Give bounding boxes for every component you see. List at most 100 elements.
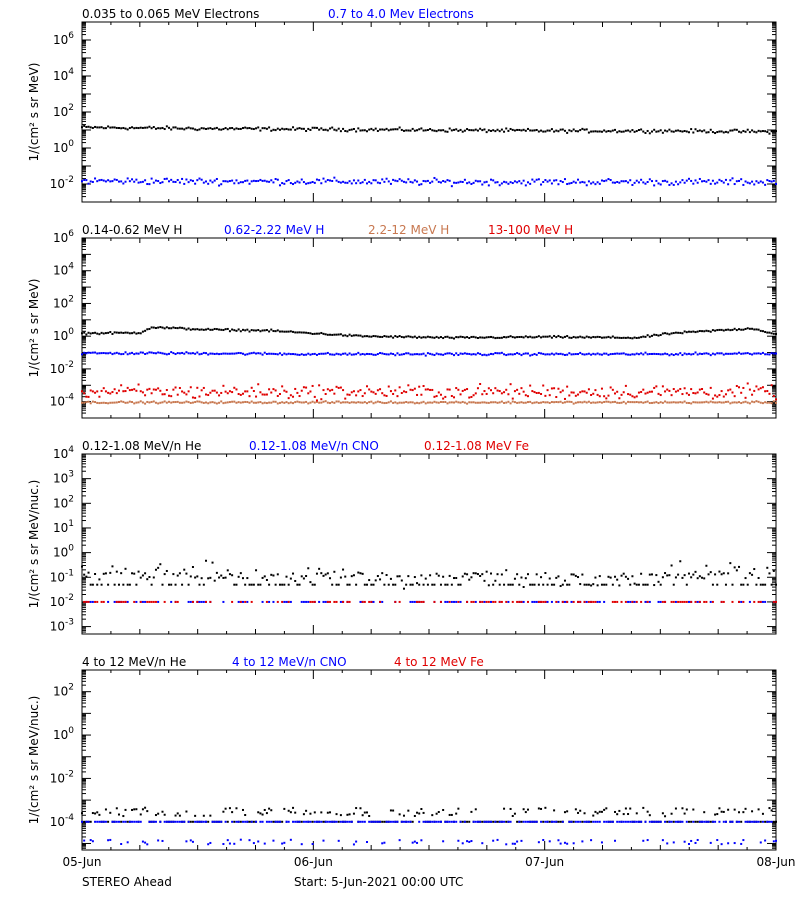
data-point — [616, 578, 619, 581]
data-point — [387, 353, 390, 356]
data-point — [81, 126, 83, 129]
data-point — [213, 179, 216, 182]
data-point — [170, 351, 173, 354]
data-point — [157, 387, 160, 390]
data-point — [407, 401, 410, 404]
data-point — [513, 129, 516, 132]
data-point — [346, 353, 349, 356]
data-point — [666, 130, 669, 133]
data-point — [624, 820, 627, 823]
data-point — [398, 575, 401, 578]
data-point — [603, 129, 606, 132]
data-point — [537, 401, 540, 404]
data-point — [653, 584, 656, 587]
data-point — [418, 335, 421, 338]
data-point — [176, 393, 179, 396]
data-point — [411, 583, 414, 586]
data-point — [350, 401, 353, 404]
data-point — [222, 329, 225, 332]
data-point — [507, 600, 510, 603]
data-point — [487, 184, 490, 187]
data-point — [640, 336, 643, 339]
data-point — [468, 396, 471, 399]
data-point — [152, 181, 155, 184]
data-point — [775, 352, 777, 355]
data-point — [292, 183, 295, 186]
data-point — [276, 402, 279, 405]
data-point — [574, 336, 577, 339]
data-point — [731, 177, 734, 180]
data-point — [642, 353, 645, 356]
data-point — [672, 583, 675, 586]
data-point — [394, 583, 397, 586]
data-point — [570, 130, 573, 133]
data-point — [387, 129, 390, 132]
data-point — [570, 391, 573, 394]
data-point — [437, 574, 440, 577]
data-point — [596, 181, 599, 184]
data-point — [742, 600, 745, 603]
data-point — [85, 125, 88, 128]
data-point — [302, 386, 305, 389]
data-point — [263, 575, 266, 578]
data-point — [300, 353, 303, 356]
data-point — [400, 179, 403, 182]
data-point — [444, 600, 447, 603]
data-point — [141, 180, 144, 183]
data-point — [711, 820, 714, 823]
data-point — [320, 398, 323, 401]
data-point — [727, 328, 730, 331]
data-point — [322, 600, 325, 603]
data-point — [433, 395, 436, 398]
data-point — [137, 401, 140, 404]
data-point — [250, 583, 253, 586]
data-point — [148, 351, 151, 354]
data-point — [159, 326, 162, 329]
data-point — [392, 820, 395, 823]
data-point — [657, 353, 660, 356]
data-point — [729, 820, 732, 823]
data-point — [222, 128, 225, 131]
data-point — [348, 333, 351, 336]
data-point — [729, 179, 732, 182]
data-point — [176, 178, 179, 181]
data-point — [607, 575, 610, 578]
data-point — [483, 336, 486, 339]
data-point — [237, 393, 240, 396]
data-point — [775, 600, 777, 603]
data-point — [409, 600, 412, 603]
data-point — [563, 335, 566, 338]
data-point — [131, 351, 134, 354]
data-point — [742, 839, 745, 842]
data-point — [650, 180, 653, 183]
data-point — [716, 583, 719, 586]
data-point — [139, 813, 142, 816]
data-point — [135, 401, 138, 404]
data-point — [692, 353, 695, 356]
data-point — [548, 820, 551, 823]
data-point — [720, 180, 723, 183]
data-point — [738, 386, 741, 389]
data-point — [683, 812, 686, 815]
data-point — [141, 574, 144, 577]
data-point — [189, 401, 192, 404]
data-point — [614, 600, 617, 603]
data-point — [185, 840, 188, 843]
data-point — [609, 576, 612, 579]
data-point — [627, 813, 630, 816]
data-point — [376, 181, 379, 184]
data-point — [472, 394, 475, 397]
data-point — [544, 600, 547, 603]
data-point — [355, 334, 358, 337]
data-point — [470, 840, 473, 843]
data-point — [144, 841, 147, 844]
data-point — [624, 402, 627, 405]
data-point — [261, 127, 264, 130]
data-point — [687, 131, 690, 134]
data-point — [598, 353, 601, 356]
data-point — [605, 400, 608, 403]
data-point — [163, 327, 166, 330]
data-point — [701, 353, 704, 356]
data-point — [474, 392, 477, 395]
data-point — [400, 353, 403, 356]
